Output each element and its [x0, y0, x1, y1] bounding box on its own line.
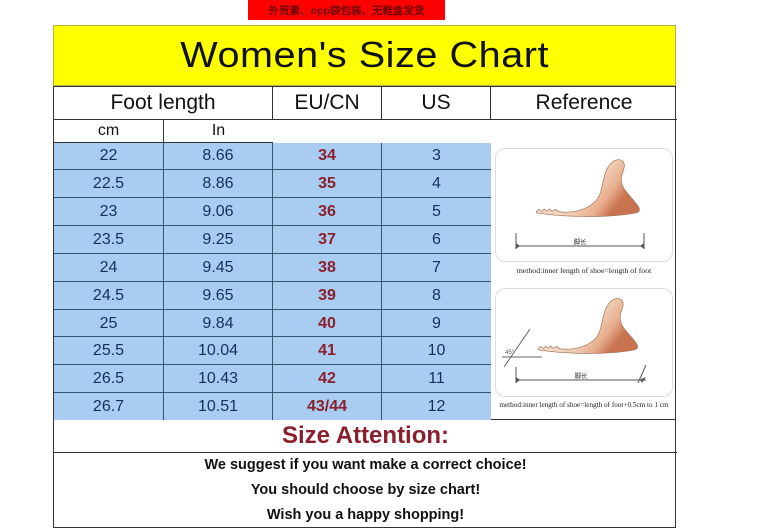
svg-text:脚长: 脚长: [574, 237, 588, 246]
svg-text:脚长: 脚长: [575, 371, 589, 380]
